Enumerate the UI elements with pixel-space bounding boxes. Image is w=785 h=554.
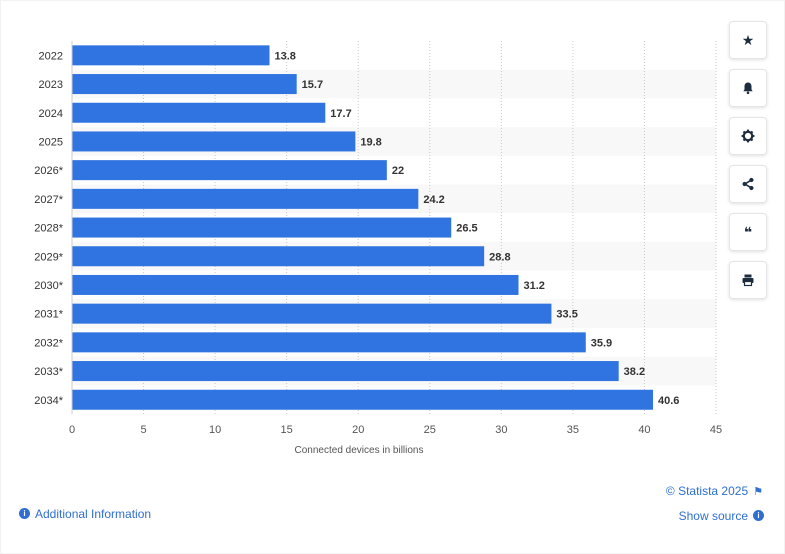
bar [72,102,326,123]
category-label: 2029* [34,251,63,263]
bar [72,389,654,410]
bar [72,332,586,353]
x-tick-label: 25 [424,424,436,436]
bar [72,45,270,66]
additional-information-link[interactable]: i Additional Information [19,506,151,521]
category-label: 2032* [34,337,63,349]
flag-icon: ⚑ [753,486,763,498]
data-label: 31.2 [524,280,545,292]
show-source-link[interactable]: Show source i [679,508,764,523]
info-icon: i [19,508,30,520]
data-label: 28.8 [489,251,510,263]
category-label: 2026* [34,165,63,177]
data-label: 35.9 [591,337,612,349]
gear-icon [741,129,755,143]
bar [72,131,356,152]
copyright-label: © Statista 2025 [665,484,749,498]
data-label: 33.5 [556,309,577,321]
cite-button[interactable]: ❝ [729,213,767,251]
x-tick-label: 40 [638,424,650,436]
x-tick-label: 0 [69,424,75,436]
category-label: 2031* [34,309,63,321]
quote-icon: ❝ [743,224,753,240]
share-button[interactable] [729,165,767,203]
bar [72,361,619,382]
x-tick-label: 5 [140,424,146,436]
x-tick-label: 15 [281,424,293,436]
share-icon [742,177,754,191]
data-label: 15.7 [302,79,323,91]
category-label: 2023 [39,79,63,91]
data-label: 19.8 [360,136,381,148]
bar [72,274,519,295]
bar [72,188,419,209]
category-label: 2022 [39,50,63,62]
show-source-label: Show source [678,508,748,523]
x-tick-label: 35 [567,424,579,436]
category-label: 2025 [39,136,63,148]
notification-button[interactable] [729,69,767,107]
data-label: 38.2 [624,366,645,378]
bar [72,246,485,267]
settings-button[interactable] [729,117,767,155]
category-label: 2027* [34,194,63,206]
category-label: 2028* [34,223,63,235]
data-label: 13.8 [274,50,295,62]
category-label: 2033* [34,366,63,378]
data-label: 24.2 [423,194,444,206]
info-icon: i [753,510,764,522]
x-tick-label: 20 [352,424,364,436]
category-label: 2034* [34,395,63,407]
print-icon [742,274,754,287]
data-label: 17.7 [330,108,351,120]
star-icon: ★ [741,32,755,48]
copyright-link[interactable]: © Statista 2025 ⚑ [666,484,763,498]
print-button[interactable] [729,261,767,299]
data-label: 26.5 [456,223,477,235]
bar [72,303,552,324]
x-tick-label: 45 [710,424,722,436]
bar [72,217,452,238]
bell-icon [743,82,753,95]
additional-information-label: Additional Information [35,506,152,521]
data-label: 22 [392,165,404,177]
x-tick-label: 10 [209,424,221,436]
toolbar: ★ [729,21,767,309]
x-tick-label: 30 [495,424,507,436]
category-label: 2024 [39,108,63,120]
favorite-button[interactable]: ★ [729,21,767,59]
bar [72,74,297,95]
category-label: 2030* [34,280,63,292]
data-label: 40.6 [658,395,679,407]
x-axis-title: Connected devices in billions [295,445,424,456]
bar [72,160,387,181]
